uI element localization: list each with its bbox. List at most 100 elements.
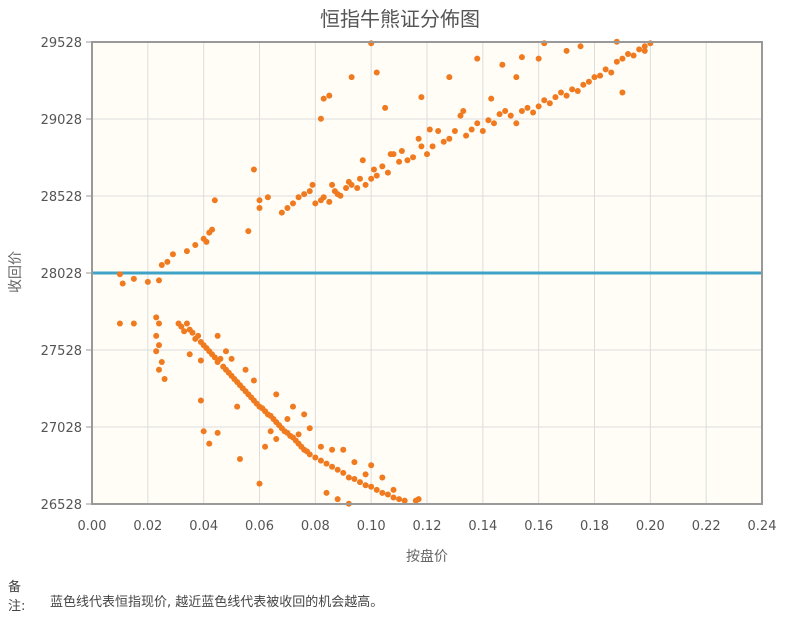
data-point: [368, 175, 375, 182]
data-point: [295, 431, 302, 438]
data-point: [284, 415, 291, 422]
data-point: [228, 355, 235, 362]
data-point: [563, 92, 570, 99]
data-point: [569, 86, 576, 93]
data-point: [169, 251, 176, 258]
data-point: [357, 175, 363, 182]
data-point: [396, 158, 403, 165]
data-point: [214, 429, 221, 436]
data-point: [574, 87, 581, 94]
y-axis-ticks: 26528 27028 27528 28028 28528 29028 29528: [41, 36, 92, 513]
data-point: [373, 172, 380, 179]
data-point: [306, 425, 313, 432]
data-point: [256, 480, 263, 487]
data-point: [401, 497, 408, 504]
data-point: [211, 354, 218, 361]
data-point: [119, 280, 126, 287]
data-point: [398, 148, 405, 155]
data-point: [116, 320, 123, 327]
data-point: [245, 228, 252, 235]
x-tick-label: 0.16: [524, 519, 553, 534]
data-point: [309, 181, 316, 188]
data-point: [518, 54, 525, 61]
data-point: [156, 366, 162, 373]
x-tick-label: 0.14: [468, 519, 497, 534]
data-point: [608, 69, 615, 76]
data-point: [158, 359, 165, 366]
data-point: [223, 348, 229, 355]
data-point: [382, 104, 389, 111]
data-point: [625, 51, 631, 58]
data-point: [317, 457, 324, 464]
data-point: [178, 323, 185, 330]
data-point: [602, 66, 609, 73]
data-point: [189, 329, 196, 336]
data-point: [390, 494, 397, 501]
chart-title: 恒指牛熊证分佈图: [320, 7, 480, 31]
data-point: [211, 197, 218, 204]
data-point: [535, 55, 542, 62]
data-point: [373, 486, 380, 493]
data-point: [630, 52, 637, 59]
data-point: [558, 89, 564, 96]
data-point: [418, 94, 425, 101]
data-point: [426, 126, 433, 133]
data-point: [641, 47, 648, 54]
y-tick-label: 29028: [41, 113, 82, 128]
data-point: [334, 496, 341, 503]
data-point: [541, 97, 548, 104]
data-point: [387, 151, 394, 158]
data-point: [290, 403, 296, 410]
data-point: [468, 126, 475, 133]
data-point: [499, 61, 506, 68]
data-point: [242, 366, 249, 373]
data-point: [546, 100, 553, 107]
data-point: [348, 74, 355, 81]
data-point: [488, 95, 495, 102]
data-point: [186, 351, 193, 358]
data-point: [153, 332, 160, 339]
footnote-text: 蓝色线代表恒指现价, 越近蓝色线代表被收回的机会越高。: [50, 595, 384, 610]
data-point: [250, 166, 257, 173]
data-point: [636, 46, 643, 53]
data-point: [345, 474, 352, 481]
data-point: [234, 403, 241, 410]
data-point: [312, 454, 319, 461]
data-point: [158, 261, 165, 268]
x-tick-label: 0.06: [245, 519, 274, 534]
x-tick-label: 0.04: [189, 519, 218, 534]
data-point: [359, 157, 366, 164]
data-point: [197, 397, 204, 404]
data-point: [373, 69, 380, 76]
data-point: [418, 143, 425, 150]
x-tick-label: 0.12: [413, 519, 442, 534]
data-point: [379, 163, 386, 170]
data-point: [513, 74, 520, 81]
data-point: [496, 111, 503, 118]
data-point: [379, 474, 386, 481]
y-tick-label: 28028: [41, 267, 82, 282]
data-point: [435, 128, 442, 135]
data-point: [195, 332, 202, 339]
data-point: [329, 446, 336, 453]
data-point: [429, 143, 436, 150]
x-tick-label: 0.08: [301, 519, 330, 534]
data-point: [415, 135, 422, 142]
data-point: [396, 496, 403, 503]
data-point: [161, 375, 168, 382]
data-point: [362, 181, 369, 188]
data-point: [329, 181, 336, 188]
data-point: [156, 320, 162, 327]
x-tick-label: 0.00: [78, 519, 107, 534]
data-point: [343, 184, 350, 191]
data-point: [290, 200, 296, 207]
data-point: [451, 128, 458, 135]
data-point: [278, 209, 285, 216]
data-point: [348, 181, 355, 188]
data-point: [326, 198, 333, 205]
data-point: [256, 205, 263, 212]
data-point: [415, 496, 422, 503]
cbbc-distribution-chart: 0.00 0.02 0.04 0.06 0.08 0.10 0.12 0.14 0.16 0.18…: [8, 7, 776, 565]
x-tick-label: 0.10: [357, 519, 386, 534]
data-point: [368, 462, 375, 469]
